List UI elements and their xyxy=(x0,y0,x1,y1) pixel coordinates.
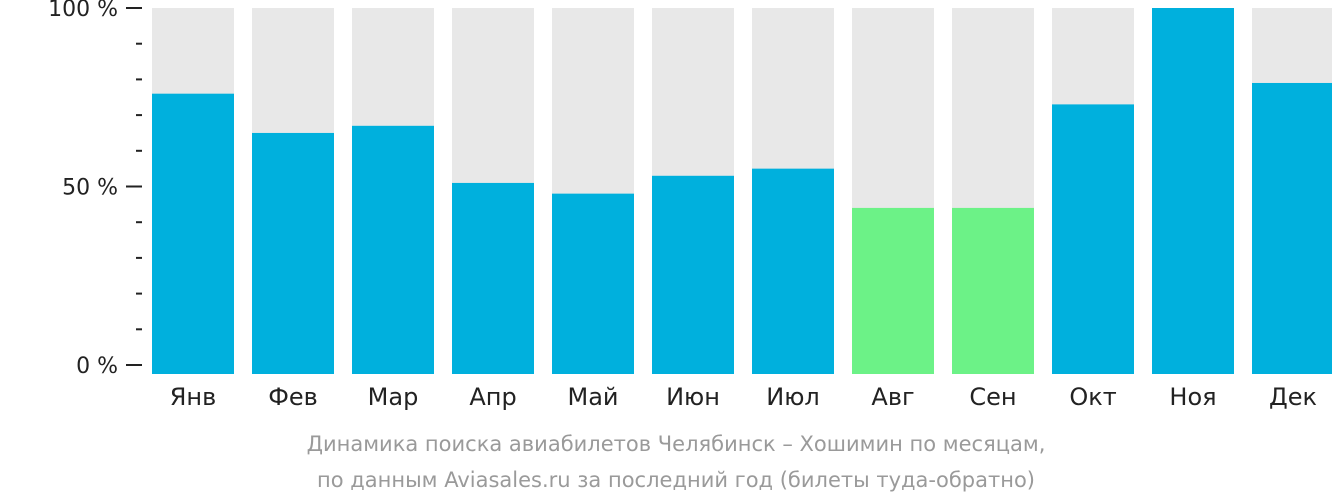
x-category-label: Июл xyxy=(766,383,820,411)
x-category-label: Авг xyxy=(871,383,914,411)
bar-2 xyxy=(252,132,334,374)
bar-3 xyxy=(352,125,434,374)
x-category-label: Июн xyxy=(666,383,720,411)
y-tick-label: 100 % xyxy=(48,0,118,22)
x-category-label: Дек xyxy=(1269,383,1317,411)
bars xyxy=(152,8,1332,375)
bar-10 xyxy=(1052,104,1134,374)
x-category-label: Сен xyxy=(969,383,1016,411)
bar-12 xyxy=(1252,82,1332,374)
bar-11 xyxy=(1152,8,1234,374)
x-category-label: Мар xyxy=(368,383,419,411)
chart-caption-line-1: Динамика поиска авиабилетов Челябинск – … xyxy=(306,432,1046,456)
bar-6 xyxy=(652,175,734,374)
bar-9 xyxy=(952,207,1034,374)
x-category-label: Апр xyxy=(469,383,516,411)
bar-7 xyxy=(752,168,834,374)
chart-caption-line-2: по данным Aviasales.ru за последний год … xyxy=(317,468,1035,492)
x-category-label: Фев xyxy=(268,383,318,411)
x-axis-labels: Янв Фев Мар Апр Май Июн Июл Авг Сен Окт Ноя Дек xyxy=(170,383,1317,411)
bar-1 xyxy=(152,93,234,375)
y-axis: 0 % 50 % 100 % xyxy=(48,0,142,379)
x-category-label: Окт xyxy=(1069,383,1116,411)
x-category-label: Май xyxy=(567,383,618,411)
y-tick-label: 50 % xyxy=(62,176,118,201)
x-category-label: Янв xyxy=(170,383,217,411)
bar-4 xyxy=(452,182,534,374)
y-tick-label: 0 % xyxy=(76,354,118,379)
bar-5 xyxy=(552,193,634,374)
bar-8 xyxy=(852,207,934,374)
x-category-label: Ноя xyxy=(1169,383,1216,411)
